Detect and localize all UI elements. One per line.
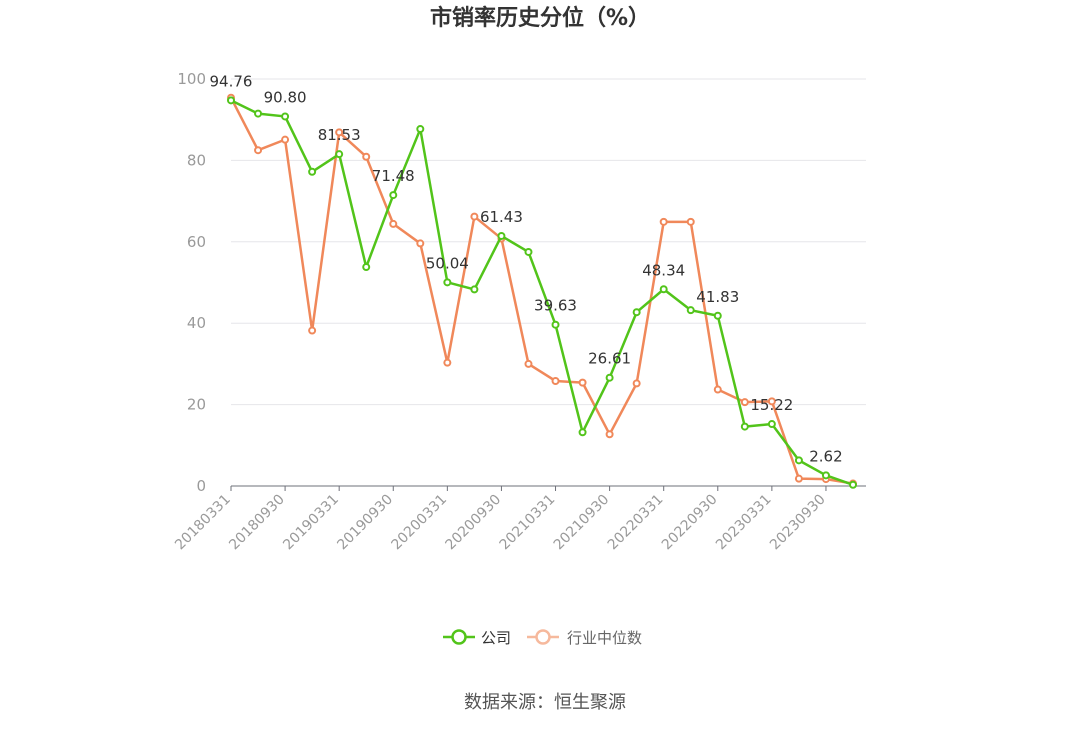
data-point[interactable] [578,378,587,387]
y-tick-label: 60 [187,233,206,251]
data-point[interactable] [416,239,425,248]
data-point[interactable] [605,373,614,382]
data-point[interactable] [632,308,641,317]
data-label: 48.34 [642,261,685,279]
data-point[interactable] [605,430,614,439]
y-tick-label: 20 [187,396,206,414]
grid-lines [231,78,866,406]
y-tick-label: 40 [187,314,206,332]
data-point[interactable] [335,128,344,137]
data-label: 81.53 [318,126,361,144]
legend[interactable]: 公司 行业中位数 [443,629,642,647]
x-tick-label: 20220930 [659,492,721,554]
data-label: 2.62 [809,447,842,465]
data-point[interactable] [821,471,830,480]
data-source: 数据来源：恒生聚源 [464,692,626,713]
data-point[interactable] [308,326,317,335]
data-point[interactable] [686,306,695,315]
data-point[interactable] [713,311,722,320]
data-point[interactable] [794,474,803,483]
data-point[interactable] [362,263,371,272]
data-point[interactable] [551,376,560,385]
data-point[interactable] [254,146,263,155]
series-line [230,99,854,486]
y-axis-ticks: 0 20 40 60 80 100 [177,70,206,495]
x-tick-label: 20190331 [280,492,342,554]
y-tick-label: 80 [187,151,206,169]
x-tick-label: 20180930 [226,492,288,554]
data-point[interactable] [470,212,479,221]
legend-item-1[interactable]: 行业中位数 [527,629,642,647]
series-line [229,97,854,485]
chart-title: 市销率历史分位（%） [430,5,650,31]
data-point[interactable] [497,231,506,240]
series-0 [227,96,857,489]
data-point[interactable] [281,112,290,121]
data-point[interactable] [389,219,398,228]
data-point[interactable] [227,96,235,105]
x-tick-label: 20200331 [388,492,450,554]
data-label: 26.61 [588,350,631,368]
legend-marker [535,629,551,645]
data-point[interactable] [281,135,290,144]
data-point[interactable] [578,428,587,437]
legend-label: 行业中位数 [567,629,642,647]
data-point[interactable] [632,379,641,388]
data-labels: 94.76 90.80 81.53 71.48 50.04 61.43 39.63 26.61… [210,72,843,465]
data-point[interactable] [767,397,776,406]
data-label: 94.76 [210,72,253,90]
data-point[interactable] [335,150,344,159]
y-tick-label: 0 [196,477,206,495]
data-point[interactable] [849,480,857,489]
legend-item-0[interactable]: 公司 [443,629,511,647]
data-label: 41.83 [696,288,739,306]
data-point[interactable] [443,278,452,287]
data-point[interactable] [470,285,479,294]
data-point[interactable] [443,358,452,367]
data-point[interactable] [389,191,398,200]
data-point[interactable] [659,285,668,294]
series-1 [227,93,857,488]
data-point[interactable] [767,420,776,429]
data-point[interactable] [308,167,317,176]
x-tick-label: 20220331 [605,492,667,554]
x-tick-label: 20180331 [172,492,234,554]
data-point[interactable] [740,398,749,407]
data-label: 71.48 [372,167,415,185]
data-label: 61.43 [480,208,523,226]
data-point[interactable] [686,217,695,226]
data-point[interactable] [551,320,560,329]
data-point[interactable] [524,247,533,256]
x-tick-label: 20210930 [551,492,613,554]
x-tick-label: 20210331 [497,492,559,554]
data-point[interactable] [362,152,371,161]
data-point[interactable] [254,109,263,118]
x-tick-label: 20200930 [443,492,505,554]
series-layer [227,93,857,489]
x-axis: 2018033120180930201903312019093020200331… [172,485,866,554]
data-label: 50.04 [426,254,469,272]
data-label: 15.22 [750,396,793,414]
data-label: 39.63 [534,297,577,315]
data-point[interactable] [713,385,722,394]
x-tick-label: 20230930 [767,492,829,554]
data-point[interactable] [416,125,425,134]
y-tick-label: 100 [177,70,206,88]
data-point[interactable] [740,422,749,431]
legend-label: 公司 [481,629,511,647]
data-point[interactable] [524,359,533,368]
data-label: 90.80 [264,88,307,106]
legend-marker [451,629,467,645]
data-point[interactable] [659,217,668,226]
x-tick-label: 20190930 [334,492,396,554]
x-tick-label: 20230331 [713,492,775,554]
data-point[interactable] [794,456,803,465]
